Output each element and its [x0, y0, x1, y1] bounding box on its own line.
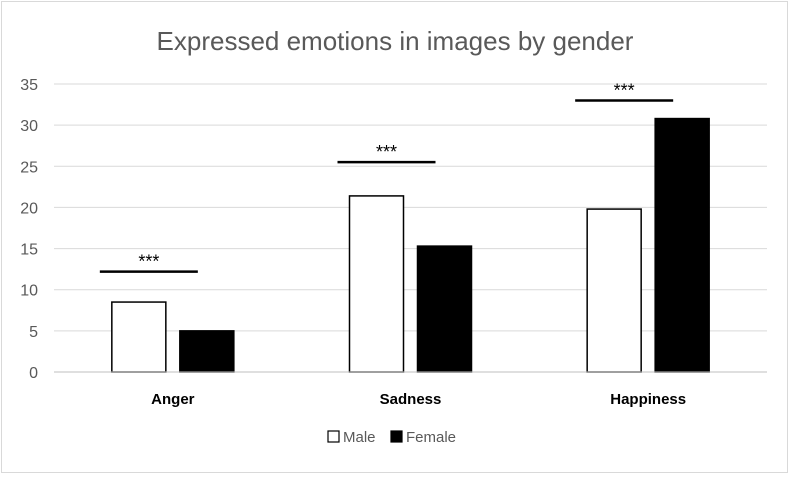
- y-tick-label: 10: [20, 283, 38, 300]
- legend: Male Female: [327, 429, 456, 446]
- y-tick-label: 5: [29, 324, 38, 341]
- gridlines: [54, 83, 767, 373]
- significance-annotations: *** *** ***: [99, 80, 674, 273]
- y-tick-label: 0: [29, 365, 38, 382]
- bar-female-happiness: [654, 117, 710, 373]
- y-tick-label: 30: [20, 118, 38, 135]
- y-axis: 0 5 10 15 20 25 30 35: [20, 77, 38, 382]
- legend-label-male: Male: [343, 429, 376, 446]
- bar-male-sadness: [348, 195, 405, 373]
- significance-stars: ***: [376, 142, 397, 162]
- bar-female-sadness: [416, 245, 473, 373]
- x-tick-label: Sadness: [380, 391, 442, 408]
- y-tick-label: 15: [20, 242, 38, 259]
- bar-female-anger: [179, 330, 235, 373]
- y-tick-label: 20: [20, 200, 38, 217]
- x-tick-label: Happiness: [610, 391, 686, 408]
- significance-stars: ***: [138, 252, 159, 272]
- y-tick-label: 25: [20, 159, 38, 176]
- chart-title: Expressed emotions in images by gender: [157, 26, 634, 56]
- bar-male-anger: [111, 301, 167, 373]
- bars: [111, 117, 710, 373]
- legend-swatch-female: [390, 430, 403, 443]
- x-tick-label: Anger: [151, 391, 195, 408]
- significance-stars: ***: [614, 80, 635, 100]
- legend-label-female: Female: [406, 429, 456, 446]
- legend-swatch-male: [327, 430, 340, 443]
- x-axis: Anger Sadness Happiness: [54, 371, 767, 408]
- bar-male-happiness: [586, 208, 642, 373]
- y-tick-label: 35: [20, 77, 38, 94]
